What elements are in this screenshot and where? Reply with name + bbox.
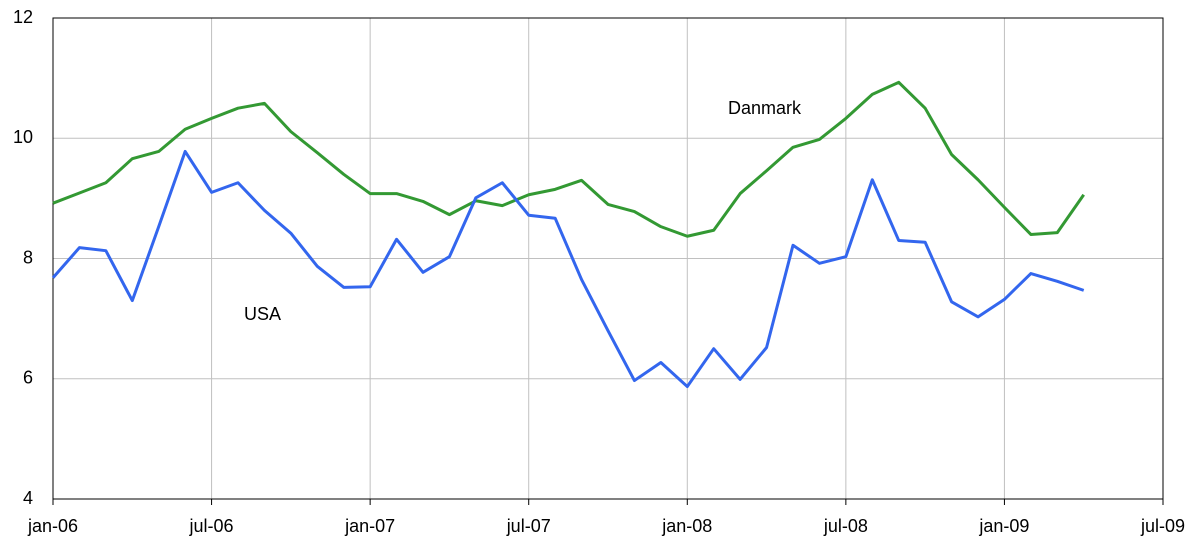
y-tick-label: 4: [23, 488, 33, 508]
x-tick-label: jul-06: [189, 516, 234, 536]
line-series: [52, 80, 1085, 238]
series-label: Danmark: [728, 98, 802, 118]
x-tick-label: jul-09: [1140, 516, 1185, 536]
x-tick-label: jan-09: [978, 516, 1029, 536]
y-tick-label: 6: [23, 368, 33, 388]
series-label: USA: [244, 304, 281, 324]
y-tick-label: 12: [13, 7, 33, 27]
label-background: [716, 70, 826, 114]
x-tick-label: jul-07: [506, 516, 551, 536]
x-tick-label: jan-07: [344, 516, 395, 536]
y-tick-label: 10: [13, 127, 33, 147]
y-tick-label: 8: [23, 247, 33, 267]
plot-frame: [52, 17, 1164, 500]
x-tick-label: jul-08: [823, 516, 868, 536]
x-tick-label: jan-08: [661, 516, 712, 536]
x-tick-label: jan-06: [27, 516, 78, 536]
line-series: [51, 149, 1085, 389]
